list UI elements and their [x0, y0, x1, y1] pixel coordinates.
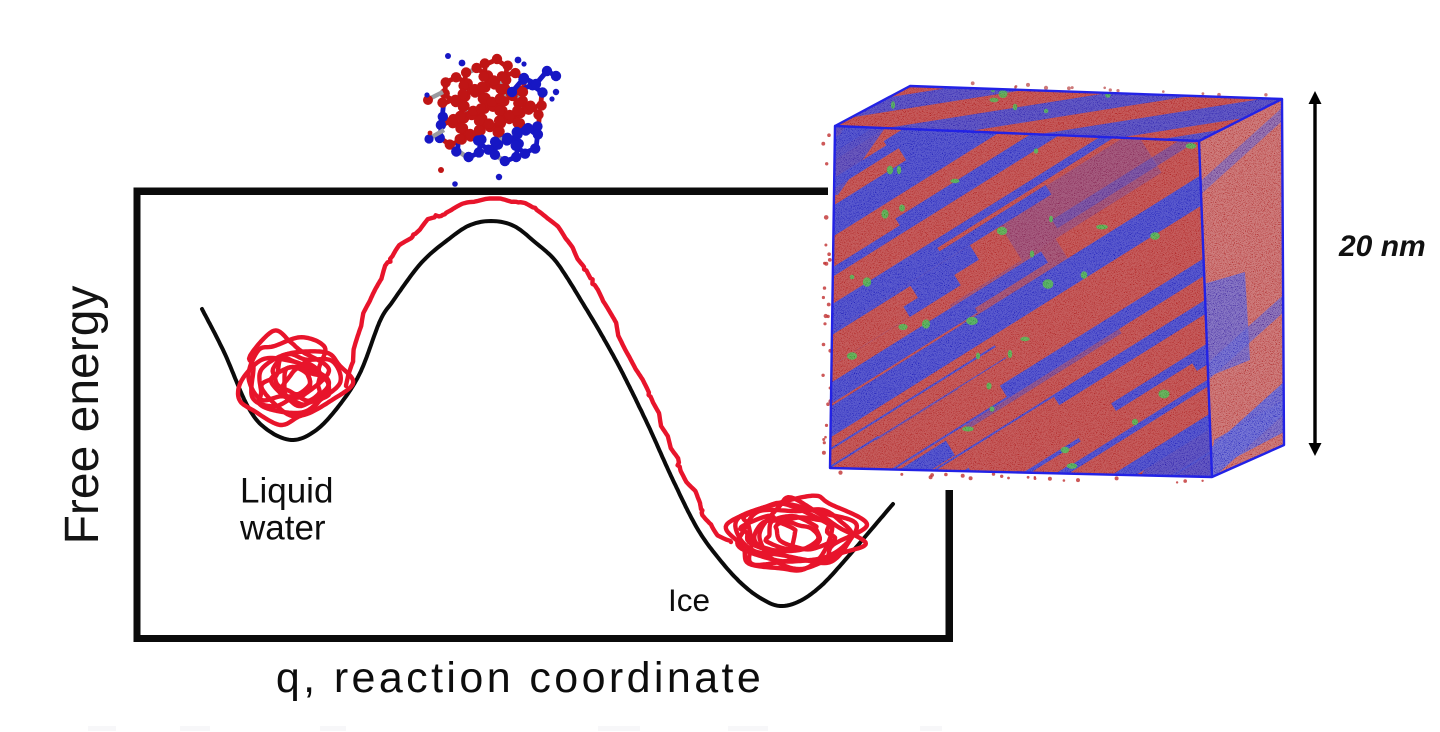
svg-text:20 nm: 20 nm [1338, 230, 1426, 263]
svg-text:Ice: Ice [668, 582, 710, 618]
svg-text:water: water [239, 509, 326, 548]
svg-text:q, reaction coordinate: q, reaction coordinate [276, 654, 764, 702]
svg-text:Liquid: Liquid [240, 472, 333, 511]
svg-text:Free energy: Free energy [56, 286, 109, 545]
